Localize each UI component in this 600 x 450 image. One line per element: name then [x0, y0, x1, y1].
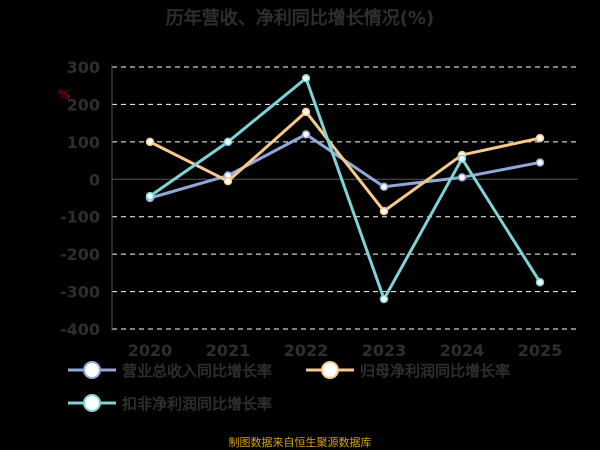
data-source-note: 制图数据来自恒生聚源数据库	[228, 436, 372, 449]
legend-label-deducted-profit: 扣非净利润同比增长率	[122, 394, 273, 413]
y-tick-label: 100	[67, 133, 100, 152]
y-tick-label: -400	[60, 320, 100, 339]
data-point-1	[379, 206, 389, 216]
y-tick-label: 0	[89, 170, 100, 189]
y-tick-label: 300	[67, 58, 100, 77]
x-tick-label: 2021	[206, 341, 251, 360]
data-point-0	[535, 158, 545, 167]
y-tick-label: 200	[67, 95, 100, 114]
data-point-0	[379, 182, 389, 192]
x-tick-label: 2022	[284, 341, 329, 360]
y-unit-label: %	[58, 88, 71, 102]
data-point-1	[223, 176, 233, 186]
legend-swatch-deducted-profit	[68, 394, 116, 412]
legend-swatch-net-profit	[306, 361, 354, 379]
legend-label-revenue: 营业总收入同比增长率	[122, 361, 273, 380]
data-point-2	[457, 154, 467, 163]
legend-label-net-profit: 归母净利润同比增长率	[360, 361, 511, 380]
x-tick-label: 2024	[440, 341, 485, 360]
data-point-1	[145, 137, 155, 147]
y-tick-label: -100	[60, 208, 100, 227]
legend-item-revenue[interactable]: 营业总收入同比增长率	[68, 360, 272, 380]
series-line-1	[149, 110, 541, 213]
y-tick-label: -300	[60, 283, 100, 302]
data-point-2	[145, 191, 155, 201]
data-point-2	[223, 137, 233, 147]
data-point-0	[301, 130, 311, 139]
y-tick-label: -200	[60, 245, 100, 264]
legend-item-deducted-profit[interactable]: 扣非净利润同比增长率	[68, 393, 272, 413]
data-point-2	[379, 294, 389, 304]
data-point-1	[301, 107, 311, 117]
series-line-2	[149, 76, 542, 301]
x-tick-label: 2025	[518, 341, 563, 360]
data-point-2	[535, 277, 545, 287]
chart-title: 历年营收、净利同比增长情况(%)	[165, 8, 435, 29]
data-point-1	[535, 133, 545, 143]
legend-swatch-revenue	[68, 361, 116, 379]
x-tick-label: 2020	[128, 341, 173, 360]
legend-item-net-profit[interactable]: 归母净利润同比增长率	[306, 360, 510, 380]
x-tick-label: 2023	[362, 341, 407, 360]
data-point-0	[457, 173, 467, 182]
data-point-2	[301, 73, 311, 83]
